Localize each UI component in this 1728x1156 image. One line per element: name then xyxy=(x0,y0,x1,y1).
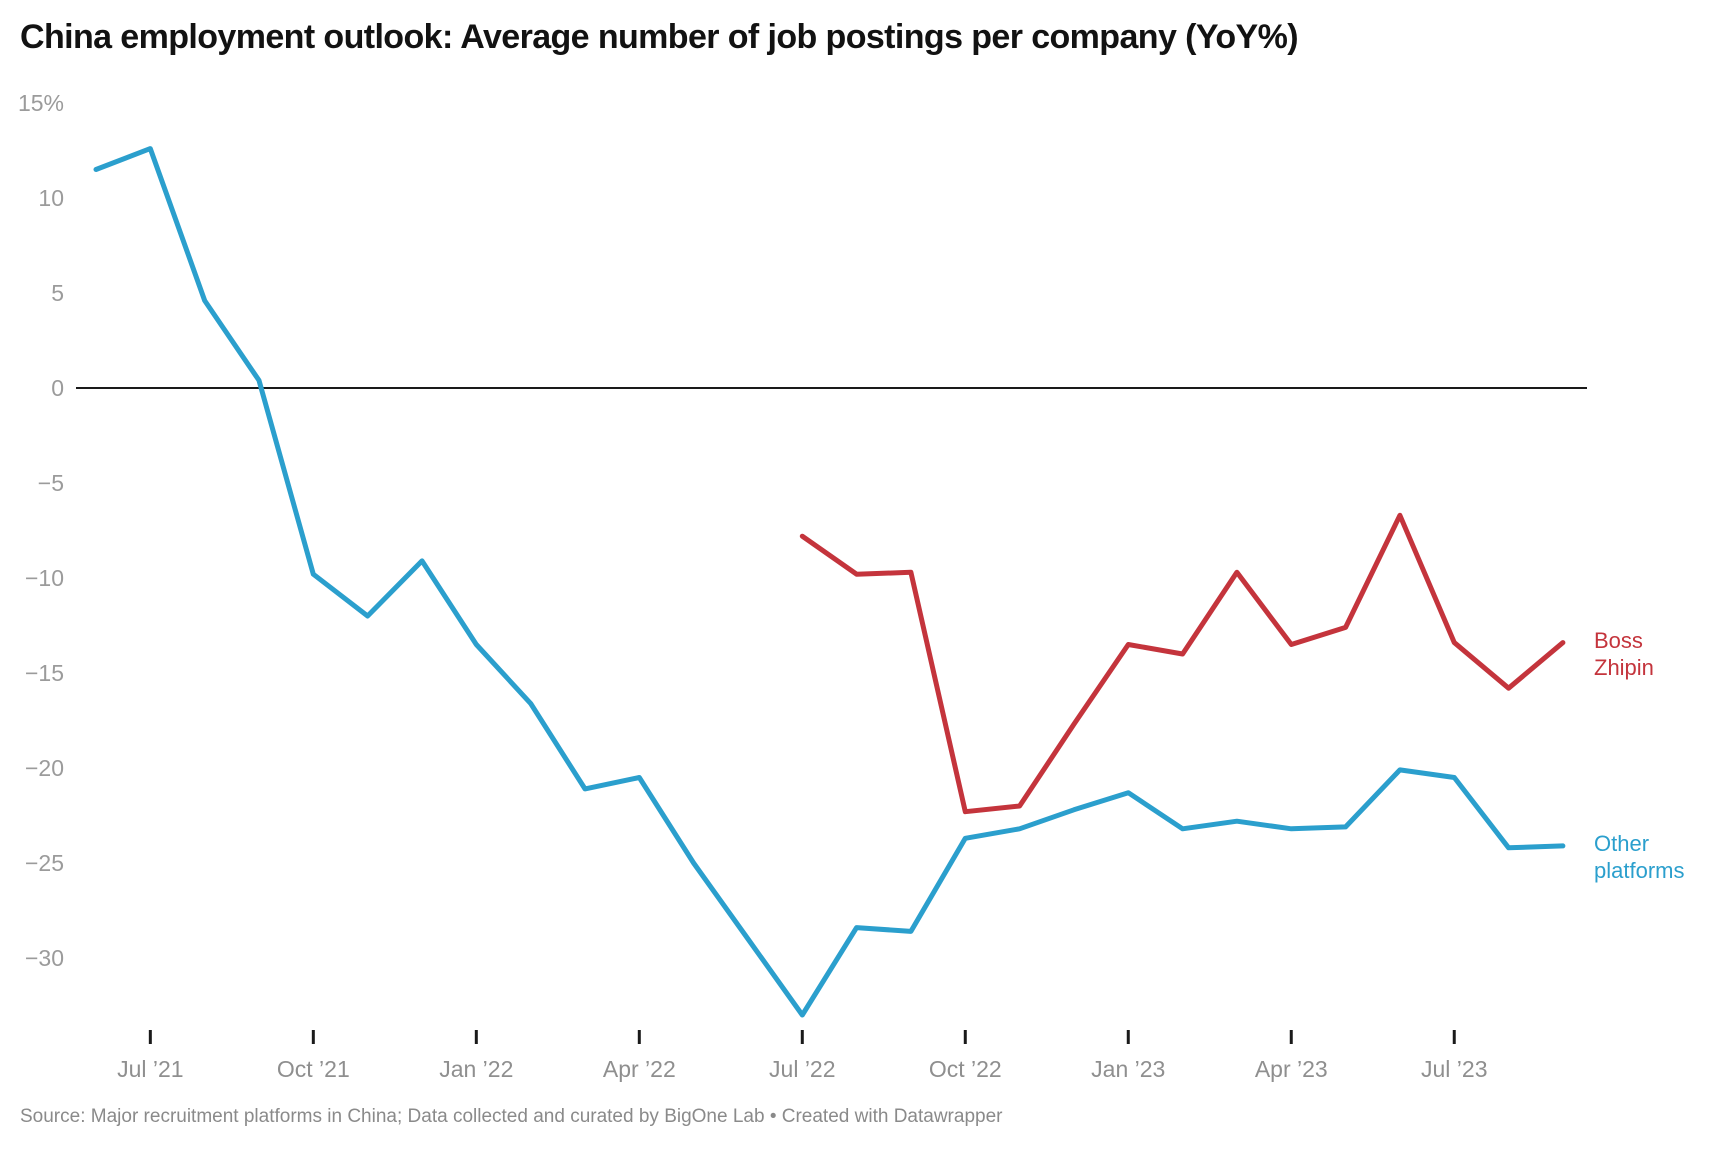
y-axis-label: −25 xyxy=(24,850,64,876)
x-axis-label: Jul ’21 xyxy=(117,1056,184,1082)
x-axis-label: Jul ’22 xyxy=(769,1056,836,1082)
series-label-line: platforms xyxy=(1594,857,1685,883)
x-axis-label: Apr ’23 xyxy=(1254,1056,1328,1082)
y-axis-label: −20 xyxy=(24,755,64,781)
y-axis-label: −5 xyxy=(37,470,64,496)
y-axis-label: 15% xyxy=(17,90,64,116)
series-line-boss-zhipin xyxy=(799,512,1566,815)
x-axis-label: Oct ’21 xyxy=(276,1056,350,1082)
y-axis-label: −15 xyxy=(24,660,64,686)
x-axis-label: Jan ’22 xyxy=(439,1056,514,1082)
y-axis-label: 5 xyxy=(51,280,64,306)
x-axis-label: Jan ’23 xyxy=(1091,1056,1166,1082)
series-line-other-platforms xyxy=(93,146,1566,1018)
x-axis-label: Oct ’22 xyxy=(928,1056,1002,1082)
series-label-boss-zhipin: Boss Zhipin xyxy=(1594,627,1654,681)
series-label-other-platforms: Other platforms xyxy=(1594,830,1684,884)
y-axis-label: −30 xyxy=(24,945,64,971)
source-note: Source: Major recruitment platforms in C… xyxy=(20,1106,1003,1127)
y-axis-label: 10 xyxy=(38,185,64,211)
x-axis-label: Apr ’22 xyxy=(602,1056,676,1082)
y-axis-label: 0 xyxy=(51,375,64,401)
series-label-line: Zhipin xyxy=(1594,654,1654,680)
series-label-line: Other xyxy=(1594,830,1650,856)
x-axis-label: Jul ’23 xyxy=(1421,1056,1488,1082)
y-axis-label: −10 xyxy=(24,565,64,591)
page-title: China employment outlook: Average number… xyxy=(20,18,1299,56)
series-label-line: Boss xyxy=(1594,627,1643,653)
